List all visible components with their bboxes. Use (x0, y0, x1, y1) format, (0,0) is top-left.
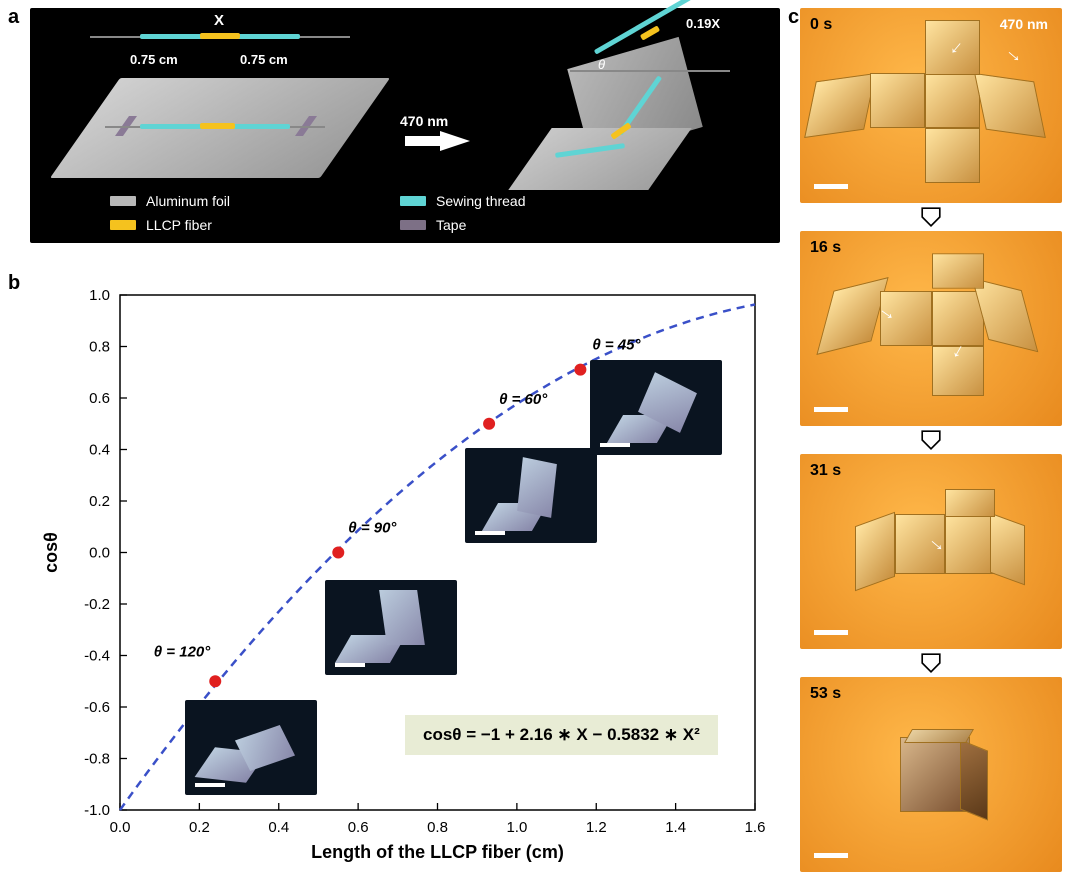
equation-box: cosθ = −1 + 2.16 ∗ X − 0.5832 ∗ X² (405, 715, 718, 755)
time-label: 53 s (810, 685, 841, 703)
svg-text:-1.0: -1.0 (84, 802, 110, 819)
llcp-fiber-segment (200, 33, 240, 39)
svg-text:0.0: 0.0 (89, 545, 110, 562)
legend-item: Aluminum foil (110, 193, 400, 209)
panel-a-label: a (8, 6, 19, 29)
inset-90 (325, 580, 457, 675)
inset-120 (185, 700, 317, 795)
svg-text:-0.6: -0.6 (84, 699, 110, 716)
svg-text:0.8: 0.8 (89, 339, 110, 356)
panel-b-label: b (8, 272, 20, 295)
svg-text:-0.4: -0.4 (84, 648, 110, 665)
svg-text:0.4: 0.4 (268, 819, 289, 836)
panel-c-label: c (788, 6, 799, 29)
inset-60 (465, 448, 597, 543)
down-arrow-icon (920, 206, 942, 228)
svg-text:-0.2: -0.2 (84, 596, 110, 613)
svg-text:0.6: 0.6 (89, 390, 110, 407)
svg-text:0.2: 0.2 (189, 819, 210, 836)
legend-label: Tape (436, 217, 466, 233)
svg-text:θ = 60°: θ = 60° (499, 391, 548, 408)
legend-item: Tape (400, 217, 690, 233)
down-arrow-icon (920, 652, 942, 674)
down-arrow-icon (920, 429, 942, 451)
frame-0s: 0 s 470 nm → → (800, 8, 1062, 203)
time-label: 31 s (810, 462, 841, 480)
frame-31s: 31 s → (800, 454, 1062, 649)
svg-text:0.4: 0.4 (89, 442, 110, 459)
svg-text:1.0: 1.0 (89, 287, 110, 304)
legend-label: Aluminum foil (146, 193, 230, 209)
inset-45 (590, 360, 722, 455)
dim-right: 0.75 cm (240, 52, 288, 67)
time-label: 0 s (810, 16, 832, 34)
time-label: 16 s (810, 239, 841, 257)
arrow-470nm-text: 470 nm (400, 113, 448, 129)
arrow-470nm: 470 nm (400, 113, 448, 129)
svg-text:1.0: 1.0 (506, 819, 527, 836)
frame-53s: 53 s (800, 677, 1062, 872)
legend-item: Sewing thread (400, 193, 690, 209)
legend-item: LLCP fiber (110, 217, 400, 233)
wavelength-label: 470 nm (1000, 16, 1048, 32)
panel-a-legend: Aluminum foil Sewing thread LLCP fiber T… (110, 193, 690, 233)
panel-b-chart: 0.0 0.2 0.4 0.6 0.8 1.0 1.2 1.4 1.6 -1.0 -0.8 -0.6 -… (35, 280, 780, 870)
dim-left: 0.75 cm (130, 52, 178, 67)
svg-text:-0.8: -0.8 (84, 751, 110, 768)
svg-text:θ = 45°: θ = 45° (592, 337, 641, 354)
svg-text:1.4: 1.4 (665, 819, 686, 836)
svg-text:0.2: 0.2 (89, 493, 110, 510)
llcp-on-foil (200, 123, 235, 129)
svg-text:0.6: 0.6 (348, 819, 369, 836)
frame-16s: 16 s → → (800, 231, 1062, 426)
panel-a-schematic: X 0.75 cm 0.75 cm 470 nm 0.19X θ Aluminu… (30, 8, 780, 243)
legend-label: Sewing thread (436, 193, 526, 209)
svg-text:θ = 120°: θ = 120° (154, 643, 211, 660)
svg-text:cosθ: cosθ (41, 532, 61, 573)
svg-text:0.8: 0.8 (427, 819, 448, 836)
contraction-label: 0.19X (686, 16, 720, 31)
svg-text:1.6: 1.6 (745, 819, 766, 836)
panel-c-timelapse: 0 s 470 nm → → 16 s → → 31 s → 53 (800, 8, 1070, 878)
svg-text:1.2: 1.2 (586, 819, 607, 836)
svg-text:θ = 90°: θ = 90° (348, 520, 397, 537)
svg-text:Length of the LLCP fiber (cm): Length of the LLCP fiber (cm) (311, 842, 564, 862)
contraction-inset: 0.19X θ (570, 18, 740, 78)
theta-symbol: θ (598, 57, 605, 72)
legend-label: LLCP fiber (146, 217, 212, 233)
x-label: X (214, 12, 224, 29)
svg-text:0.0: 0.0 (110, 819, 131, 836)
